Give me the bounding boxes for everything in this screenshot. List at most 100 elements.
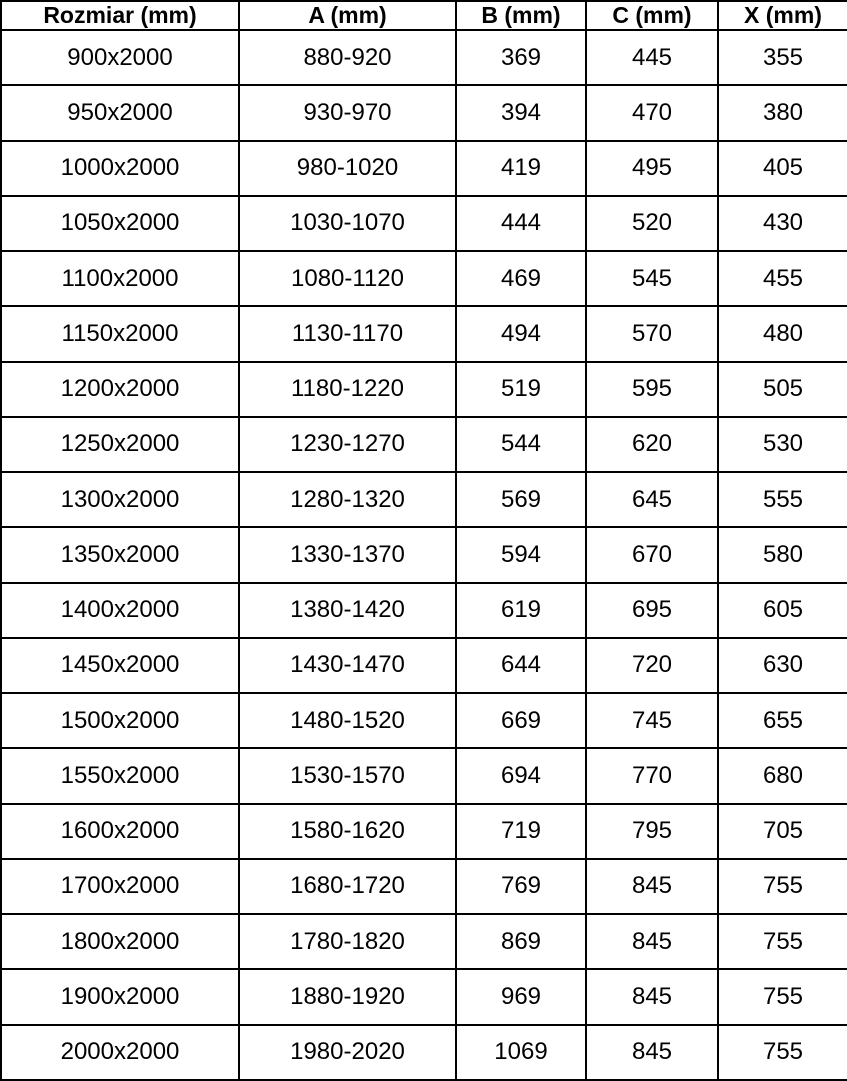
- column-header-2: B (mm): [455, 0, 587, 31]
- table-cell: 505: [717, 360, 847, 418]
- table-cell: 444: [455, 194, 587, 253]
- table-cell: 1250x2000: [0, 415, 240, 474]
- table-cell: 845: [585, 912, 719, 971]
- table-cell: 655: [717, 691, 847, 750]
- table-row: 1050x2000 1030-1070 444 520 430: [0, 194, 847, 253]
- table-cell: 455: [717, 249, 847, 308]
- table-cell: 630: [717, 636, 847, 695]
- table-cell: 1000x2000: [0, 139, 240, 197]
- table-cell: 580: [717, 526, 847, 584]
- table-cell: 1330-1370: [238, 526, 457, 584]
- table-cell: 519: [455, 360, 587, 418]
- table-row: 1800x2000 1780-1820 869 845 755: [0, 912, 847, 971]
- table-cell: 1200x2000: [0, 360, 240, 418]
- table-cell: 1180-1220: [238, 360, 457, 418]
- table-cell: 1380-1420: [238, 581, 457, 639]
- table-cell: 469: [455, 249, 587, 308]
- table-row: 1200x2000 1180-1220 519 595 505: [0, 360, 847, 418]
- table-cell: 755: [717, 912, 847, 971]
- table-cell: 555: [717, 470, 847, 529]
- table-cell: 1680-1720: [238, 857, 457, 916]
- table-cell: 1480-1520: [238, 691, 457, 750]
- table-cell: 755: [717, 857, 847, 916]
- table-cell: 1980-2020: [238, 1023, 457, 1081]
- table-cell: 419: [455, 139, 587, 197]
- table-cell: 520: [585, 194, 719, 253]
- table-cell: 980-1020: [238, 139, 457, 197]
- table-cell: 1400x2000: [0, 581, 240, 639]
- table-cell: 770: [585, 747, 719, 805]
- table-cell: 694: [455, 747, 587, 805]
- table-cell: 745: [585, 691, 719, 750]
- table-cell: 605: [717, 581, 847, 639]
- table-cell: 1280-1320: [238, 470, 457, 529]
- table-cell: 1450x2000: [0, 636, 240, 695]
- table-cell: 480: [717, 305, 847, 363]
- table-cell: 1550x2000: [0, 747, 240, 805]
- table-cell: 405: [717, 139, 847, 197]
- table-cell: 1230-1270: [238, 415, 457, 474]
- table-cell: 969: [455, 968, 587, 1026]
- table-cell: 695: [585, 581, 719, 639]
- table-cell: 619: [455, 581, 587, 639]
- table-cell: 669: [455, 691, 587, 750]
- table-cell: 1580-1620: [238, 802, 457, 860]
- table-cell: 2000x2000: [0, 1023, 240, 1081]
- table-row: 1900x2000 1880-1920 969 845 755: [0, 968, 847, 1026]
- table-cell: 1780-1820: [238, 912, 457, 971]
- table-cell: 530: [717, 415, 847, 474]
- table-cell: 1500x2000: [0, 691, 240, 750]
- table-cell: 495: [585, 139, 719, 197]
- table-cell: 1050x2000: [0, 194, 240, 253]
- table-cell: 594: [455, 526, 587, 584]
- table-cell: 1080-1120: [238, 249, 457, 308]
- table-cell: 845: [585, 1023, 719, 1081]
- table-cell: 1600x2000: [0, 802, 240, 860]
- table-body: 900x2000 880-920 369 445 355 950x2000 930-970 3…: [0, 28, 847, 1081]
- table-cell: 380: [717, 84, 847, 142]
- table-cell: 620: [585, 415, 719, 474]
- table-cell: 705: [717, 802, 847, 860]
- table-row: 1500x2000 1480-1520 669 745 655: [0, 691, 847, 750]
- table-cell: 1430-1470: [238, 636, 457, 695]
- table-row: 1700x2000 1680-1720 769 845 755: [0, 857, 847, 916]
- column-header-1: A (mm): [238, 0, 457, 31]
- table-row: 1550x2000 1530-1570 694 770 680: [0, 747, 847, 805]
- table-cell: 1900x2000: [0, 968, 240, 1026]
- table-cell: 394: [455, 84, 587, 142]
- table-cell: 570: [585, 305, 719, 363]
- table-row: 1600x2000 1580-1620 719 795 705: [0, 802, 847, 860]
- table-cell: 755: [717, 968, 847, 1026]
- table-cell: 880-920: [238, 28, 457, 87]
- table-cell: 430: [717, 194, 847, 253]
- table-row: 2000x2000 1980-2020 1069 845 755: [0, 1023, 847, 1081]
- table-cell: 1700x2000: [0, 857, 240, 916]
- table-row: 1450x2000 1430-1470 644 720 630: [0, 636, 847, 695]
- table-cell: 795: [585, 802, 719, 860]
- table-cell: 1100x2000: [0, 249, 240, 308]
- table-row: 1350x2000 1330-1370 594 670 580: [0, 526, 847, 584]
- table-cell: 680: [717, 747, 847, 805]
- table-cell: 544: [455, 415, 587, 474]
- table-cell: 845: [585, 968, 719, 1026]
- table-cell: 355: [717, 28, 847, 87]
- table-cell: 595: [585, 360, 719, 418]
- table-cell: 470: [585, 84, 719, 142]
- table-cell: 950x2000: [0, 84, 240, 142]
- table-cell: 645: [585, 470, 719, 529]
- table-header: Rozmiar (mm) A (mm) B (mm) C (mm) X (mm): [0, 0, 847, 31]
- table-row: 1300x2000 1280-1320 569 645 555: [0, 470, 847, 529]
- table-cell: 869: [455, 912, 587, 971]
- table-cell: 1130-1170: [238, 305, 457, 363]
- table-cell: 1069: [455, 1023, 587, 1081]
- header-row: Rozmiar (mm) A (mm) B (mm) C (mm) X (mm): [0, 0, 847, 31]
- table-row: 900x2000 880-920 369 445 355: [0, 28, 847, 87]
- table-cell: 1350x2000: [0, 526, 240, 584]
- table-cell: 720: [585, 636, 719, 695]
- table-cell: 545: [585, 249, 719, 308]
- column-header-3: C (mm): [585, 0, 719, 31]
- table-cell: 369: [455, 28, 587, 87]
- table-cell: 1800x2000: [0, 912, 240, 971]
- table-row: 1400x2000 1380-1420 619 695 605: [0, 581, 847, 639]
